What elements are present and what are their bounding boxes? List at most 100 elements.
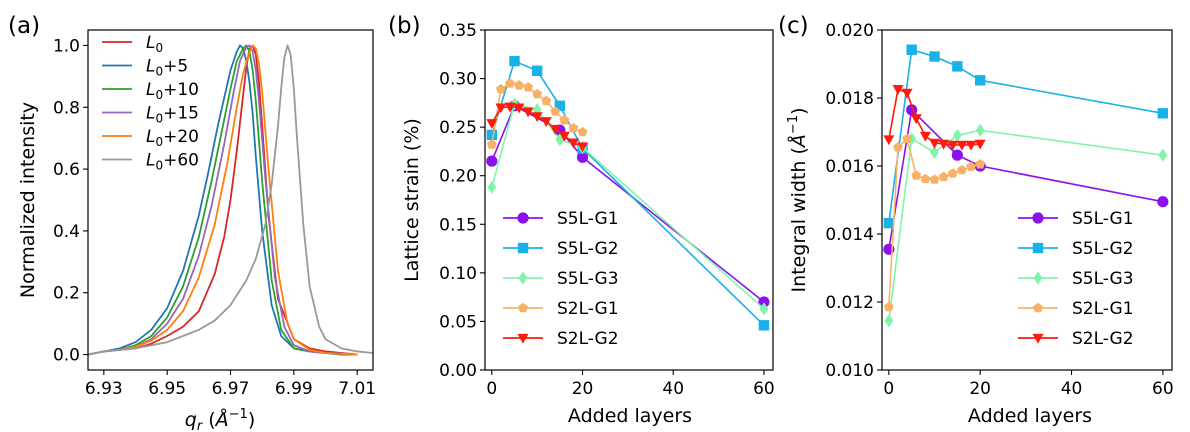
panel-2-axes-frame xyxy=(881,29,1173,371)
legend-marker-S5L-G1 xyxy=(1032,212,1044,224)
data-point-S2L-G2-12 xyxy=(540,117,552,128)
panel-a-label: (a) xyxy=(8,13,40,39)
data-point-S2L-G1-16 xyxy=(559,115,570,125)
y-tick-label: 0.010 xyxy=(825,361,874,381)
data-point-S2L-G1-10 xyxy=(929,174,940,184)
series-line-L0+60 xyxy=(88,44,373,356)
data-point-S5L-G2-10 xyxy=(531,65,543,76)
data-point-S2L-G1-0 xyxy=(486,139,497,149)
legend-entry-S5L-G2: S5L-G2 xyxy=(1072,239,1134,259)
data-point-S2L-G1-2 xyxy=(495,84,506,94)
legend-marker-S2L-G1 xyxy=(1033,302,1043,313)
panel-1-plot-area xyxy=(486,55,770,331)
x-tick-label: 6.95 xyxy=(148,379,186,399)
legend-marker-S5L-G3 xyxy=(1033,271,1043,285)
panel-0-plot-area xyxy=(88,44,373,356)
y-tick-label: 0.25 xyxy=(439,118,477,138)
data-point-S2L-G2-8 xyxy=(919,131,931,142)
data-point-S5L-G3-0 xyxy=(487,180,497,194)
data-point-S2L-G2-16 xyxy=(558,131,570,142)
data-point-S2L-G1-12 xyxy=(541,95,552,106)
y-tick-label: 0.2 xyxy=(53,284,80,304)
y-tick-label: 0.6 xyxy=(53,160,80,180)
data-point-S2L-G2-12 xyxy=(938,139,950,150)
legend-entry-L0+15: L0+15 xyxy=(146,104,199,126)
legend-entry-L0+5: L0+5 xyxy=(146,57,188,79)
data-point-S2L-G1-18 xyxy=(568,122,579,133)
panel-a-y-axis-label: Normalized intensity xyxy=(17,102,39,298)
legend-entry-S2L-G2: S2L-G2 xyxy=(557,329,619,349)
legend-entry-S5L-G1: S5L-G1 xyxy=(1072,209,1134,229)
data-point-S2L-G2-4 xyxy=(901,88,913,99)
panel-c-y-axis-label: Integral width (Å−1) xyxy=(786,107,810,292)
data-point-S5L-G2-5 xyxy=(509,55,520,67)
x-tick-label: 0 xyxy=(486,379,497,399)
panel-2-plot-area xyxy=(883,44,1169,328)
data-point-S5L-G3-15 xyxy=(952,128,962,142)
x-tick-label: 20 xyxy=(969,379,991,399)
y-tick-label: 1.0 xyxy=(53,36,80,56)
legend-entry-S5L-G3: S5L-G3 xyxy=(557,269,619,289)
panel-c-integral-width: (c) Integral width (Å−1) Added layers 0 2… xyxy=(778,13,1174,427)
data-point-S5L-G3-60 xyxy=(759,302,769,316)
y-tick-label: 0.15 xyxy=(439,215,477,235)
x-tick-label: 6.99 xyxy=(275,379,313,399)
panel-a-intensity-profiles: (a) Normalized intensity qr (Å−1) 6.93 6.… xyxy=(8,13,376,432)
panel-c-label: (c) xyxy=(778,13,809,39)
legend-marker-S5L-G1 xyxy=(517,212,529,224)
panel-b-x-axis-label: Added layers xyxy=(568,405,692,427)
x-tick-label: 20 xyxy=(572,379,594,399)
data-point-S2L-G1-10 xyxy=(532,88,543,99)
series-line-L0+10 xyxy=(88,44,358,356)
data-point-S5L-G3-20 xyxy=(975,123,985,137)
data-point-S5L-G3-0 xyxy=(884,314,894,328)
data-point-S2L-G1-20 xyxy=(577,126,588,137)
data-point-S2L-G2-14 xyxy=(549,124,561,135)
data-point-S2L-G1-14 xyxy=(947,168,958,178)
y-tick-label: 0.018 xyxy=(825,89,874,109)
x-tick-label: 0 xyxy=(883,379,894,399)
legend-entry-L0+10: L0+10 xyxy=(146,80,199,102)
data-point-S2L-G1-0 xyxy=(883,301,894,312)
data-point-S5L-G2-5 xyxy=(906,44,917,55)
series-line-S5L-G3 xyxy=(491,103,765,310)
data-point-S2L-G2-6 xyxy=(513,103,525,114)
y-tick-label: 0.8 xyxy=(53,98,80,118)
panel-1-axes-frame xyxy=(484,29,774,371)
legend-entry-S2L-G1: S2L-G1 xyxy=(1072,299,1134,319)
data-point-S5L-G3-60 xyxy=(1158,148,1168,162)
data-point-S5L-G3-10 xyxy=(930,145,939,159)
data-point-S2L-G2-10 xyxy=(531,112,543,123)
data-point-S2L-G2-2 xyxy=(495,103,507,114)
data-point-S2L-G2-2 xyxy=(892,85,904,95)
legend-entry-S5L-G1: S5L-G1 xyxy=(557,209,619,229)
data-point-S2L-G2-18 xyxy=(567,138,579,149)
data-point-S2L-G1-2 xyxy=(893,142,903,152)
x-tick-label: 7.01 xyxy=(338,379,376,399)
data-point-S2L-G1-6 xyxy=(911,170,922,180)
legend-marker-S5L-G2 xyxy=(517,242,529,254)
y-tick-label: 0.10 xyxy=(439,264,477,284)
data-point-S2L-G2-16 xyxy=(956,140,968,151)
legend-entry-S5L-G3: S5L-G3 xyxy=(1072,269,1134,289)
data-point-S2L-G1-18 xyxy=(966,161,977,171)
data-point-S5L-G2-20 xyxy=(974,75,986,86)
legend-entry-L0+60: L0+60 xyxy=(146,151,199,173)
legend-entry-L0+20: L0+20 xyxy=(146,127,199,149)
data-point-S2L-G1-12 xyxy=(938,171,949,182)
x-tick-label: 60 xyxy=(753,379,775,399)
data-point-S2L-G1-6 xyxy=(514,80,524,90)
data-point-S2L-G1-8 xyxy=(920,173,931,184)
data-point-S5L-G1-15 xyxy=(951,149,963,161)
series-line-L0 xyxy=(88,44,358,356)
data-point-S5L-G2-15 xyxy=(952,61,963,72)
data-point-S2L-G2-0 xyxy=(486,119,498,129)
y-tick-label: 0.016 xyxy=(825,157,874,177)
data-point-S2L-G1-4 xyxy=(902,133,913,144)
panel-b-y-axis-label: Lattice strain (%) xyxy=(401,118,423,282)
series-line-S5L-G2 xyxy=(491,60,765,326)
data-point-S5L-G2-10 xyxy=(929,51,940,62)
y-tick-label: 0.05 xyxy=(439,312,477,332)
data-point-S2L-G1-20 xyxy=(975,159,986,169)
